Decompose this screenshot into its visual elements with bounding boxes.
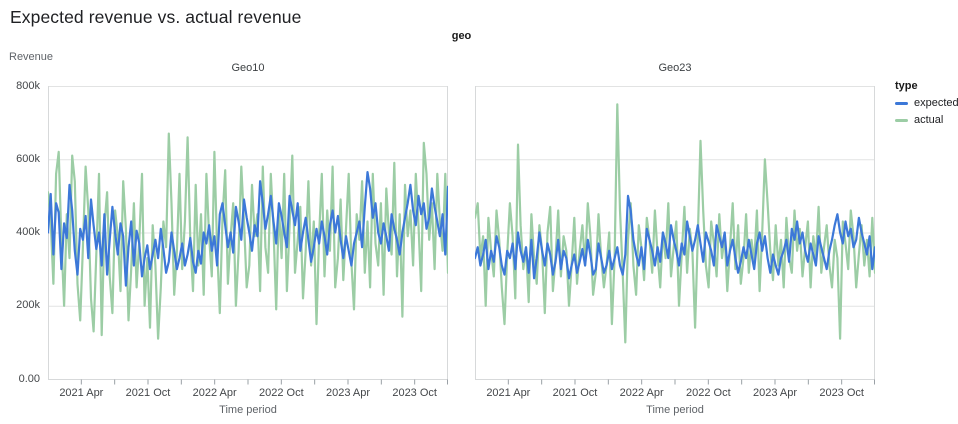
x-tick-label: 2021 Oct (552, 387, 598, 399)
y-tick-label: 800k (16, 79, 40, 92)
x-tick-label: 2023 Apr (325, 387, 371, 399)
actual-line (48, 132, 448, 340)
legend-item-actual[interactable]: actual (895, 114, 957, 126)
x-tick-label: 2022 Apr (192, 387, 237, 399)
y-tick-label: 0.00 (18, 372, 40, 385)
x-tick-label: 2023 Oct (392, 387, 437, 399)
expected-line-swatch-icon (895, 101, 908, 105)
x-tick-label: 2021 Apr (59, 387, 104, 399)
page-title: Expected revenue vs. actual revenue (10, 7, 302, 27)
x-axis-title: Time period (219, 404, 277, 416)
x-axis-labels: 2021 Apr 2021 Oct 2022 Apr 2022 Oct 2023 Apr… (475, 387, 875, 401)
y-tick-label: 400k (16, 226, 40, 238)
legend-title: type (895, 80, 918, 92)
y-tick-label: 600k (16, 152, 40, 165)
x-tick-label: 2023 Oct (819, 387, 864, 399)
facet-field-label: geo (451, 30, 472, 42)
y-axis-ticks: 0.00 200k 400k 600k 800k (0, 80, 40, 385)
facet-title: Geo23 (658, 62, 692, 74)
x-tick-label: 2022 Oct (259, 387, 304, 399)
expected-line (48, 170, 448, 287)
plot-area[interactable] (48, 86, 448, 385)
facet-panel-geo23: Geo23 2021 Apr 2021 Oct 2022 Apr 2022 Oct 20… (475, 56, 875, 416)
x-tick-label: 2022 Oct (686, 387, 731, 399)
y-tick-label: 200k (16, 299, 40, 312)
legend-item-label: actual (914, 114, 944, 126)
legend: type expected actual (895, 80, 958, 126)
x-tick-label: 2023 Apr (752, 387, 798, 399)
x-axis-title: Time period (646, 404, 704, 416)
x-tick-label: 2022 Apr (619, 387, 664, 399)
legend-item-label: expected (914, 97, 958, 109)
x-tick-label: 2021 Oct (125, 387, 171, 399)
legend-item-expected[interactable]: expected (895, 97, 958, 109)
facet-title: Geo10 (231, 62, 265, 74)
y-axis-title: Revenue (9, 51, 54, 63)
plot-area[interactable] (475, 86, 875, 385)
facet-panel-geo10: Geo10 2021 Apr 2021 Oct 2022 Apr 2022 Oct 20… (48, 56, 448, 416)
x-axis-labels: 2021 Apr 2021 Oct 2022 Apr 2022 Oct 2023 Apr… (48, 387, 448, 401)
x-tick-label: 2021 Apr (486, 387, 531, 399)
expected-line (475, 194, 875, 280)
actual-line-swatch-icon (895, 118, 908, 122)
